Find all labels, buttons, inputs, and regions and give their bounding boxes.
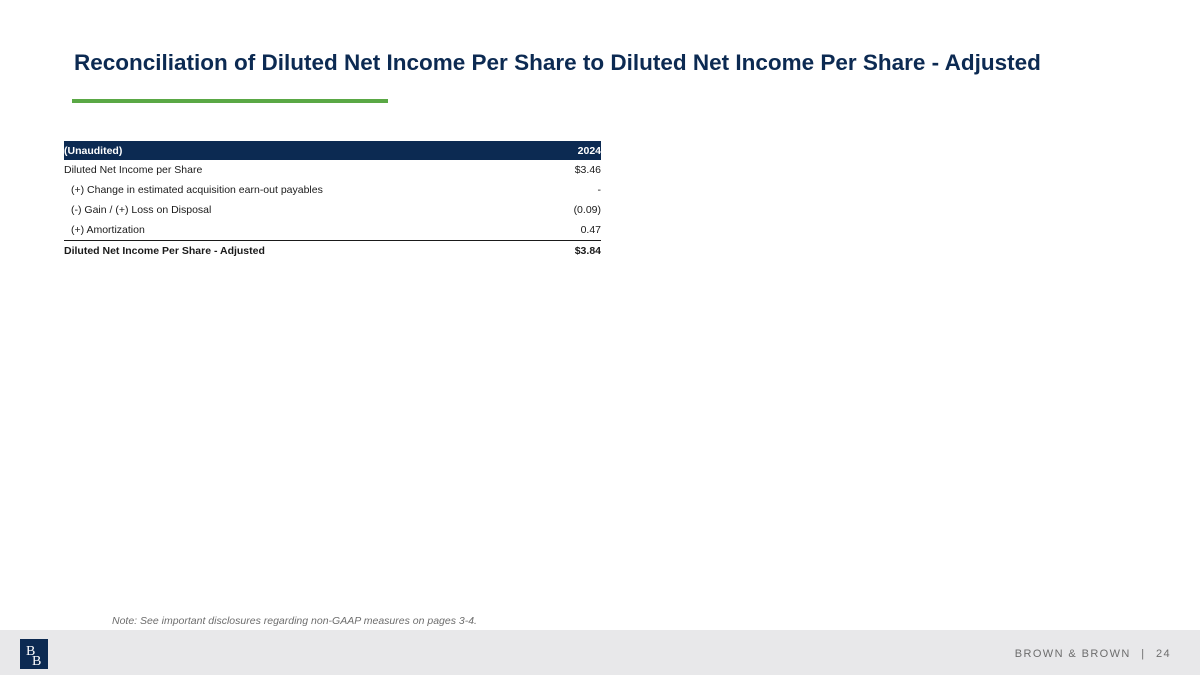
title-accent-rule [72, 99, 388, 103]
svg-text:B: B [32, 654, 41, 669]
row-label: (+) Amortization [71, 224, 145, 236]
disclosure-note: Note: See important disclosures regardin… [112, 615, 477, 627]
footer-company: BROWN & BROWN [1014, 648, 1131, 660]
row-label: (-) Gain / (+) Loss on Disposal [71, 204, 212, 216]
table-header-label: (Unaudited) [64, 141, 550, 160]
row-value: 0.47 [580, 224, 601, 236]
row-value: - [597, 184, 602, 196]
page-title: Reconciliation of Diluted Net Income Per… [74, 50, 1041, 75]
total-value: $3.84 [549, 240, 601, 261]
table-header-year: 2024 [549, 141, 601, 160]
row-label: Diluted Net Income per Share [64, 164, 203, 176]
page-number: 24 [1155, 648, 1171, 660]
footer-separator: | [1141, 648, 1146, 660]
table-row: (+) Change in estimated acquisition earn… [64, 180, 601, 200]
total-label: Diluted Net Income Per Share - Adjusted [64, 240, 550, 261]
table-row: (+) Amortization 0.47 [64, 220, 601, 241]
footer-brand-page: BROWN & BROWN | 24 [1015, 648, 1171, 660]
row-value: $3.46 [574, 164, 601, 176]
row-label: (+) Change in estimated acquisition earn… [71, 184, 323, 196]
table-header-row: (Unaudited) 2024 [64, 141, 601, 160]
table-row: Diluted Net Income per Share $3.46 [64, 160, 601, 180]
reconciliation-table: (Unaudited) 2024 Diluted Net Income per … [64, 141, 601, 261]
footer-bar [0, 630, 1200, 675]
table-total-row: Diluted Net Income Per Share - Adjusted … [64, 240, 601, 261]
svg-text:B: B [26, 644, 35, 659]
brown-and-brown-logo: B B [20, 639, 48, 669]
table-row: (-) Gain / (+) Loss on Disposal (0.09) [64, 200, 601, 220]
row-value: (0.09) [573, 204, 601, 216]
